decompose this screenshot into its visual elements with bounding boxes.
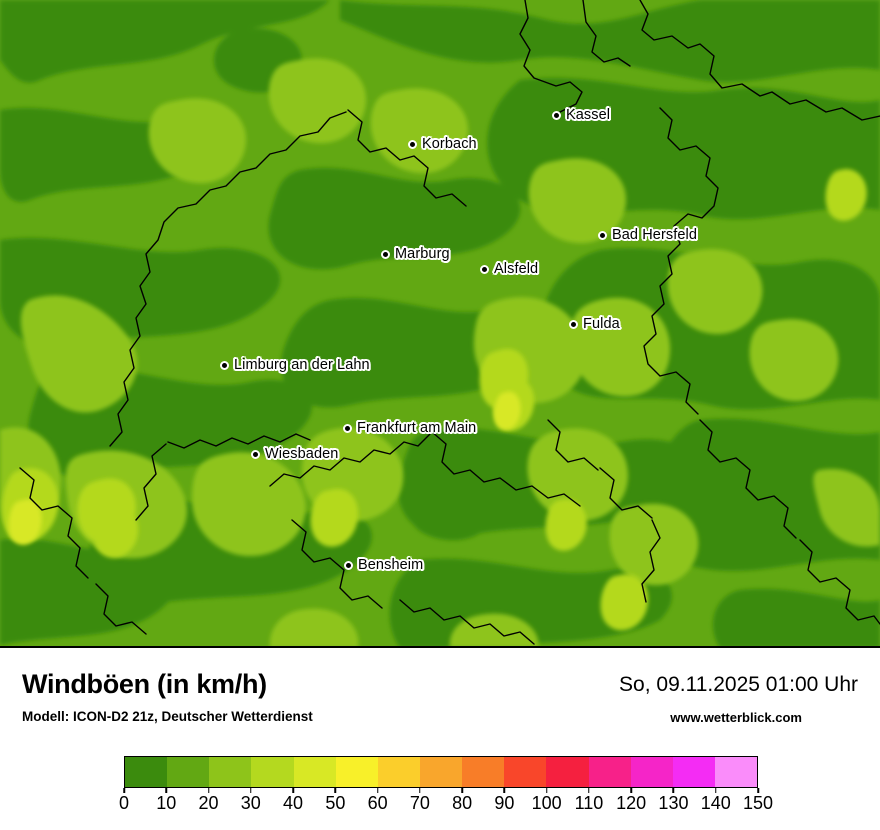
colorbar-swatch [630, 757, 673, 787]
band-30-40 [2, 169, 867, 631]
colorbar-tick-label: 50 [325, 793, 346, 813]
colorbar-tick-label: 40 [283, 793, 304, 813]
colorbar-tick-label: 100 [531, 793, 562, 813]
colorbar-swatch [335, 757, 378, 787]
band-20-30 [0, 58, 880, 646]
colorbar-swatch [714, 757, 758, 787]
legend-footer: Windböen (in km/h) Modell: ICON-D2 21z, … [0, 648, 880, 830]
colorbar-tick-label: 20 [198, 793, 219, 813]
colorbar-swatch [125, 757, 168, 787]
colorbar-swatch [377, 757, 420, 787]
colorbar-tick-mark [672, 788, 675, 793]
colorbar-tick-mark [630, 788, 632, 793]
colorbar-tick-label: 60 [367, 793, 388, 813]
colorbar-tick-label: 90 [494, 793, 515, 813]
colorbar-tick-label: 110 [574, 793, 604, 813]
colorbar-ticks: 0 10 20 30 40 50 60 70 80 90 100 110 120 130 140 150 [119, 788, 773, 818]
colorbar-tick-mark [503, 788, 506, 793]
colorbar-swatch [504, 757, 547, 787]
model-subtitle: Modell: ICON-D2 21z, Deutscher Wetterdie… [22, 709, 313, 724]
colorbar-tick-label: 10 [156, 793, 177, 813]
colorbar-tick-mark [545, 788, 548, 793]
colorbar-swatch [462, 757, 505, 787]
colorbar-swatch [419, 757, 463, 787]
valid-timestamp: So, 09.11.2025 01:00 Uhr [619, 673, 858, 696]
colorbar-tick-mark [419, 788, 421, 793]
colorbar-tick-label: 70 [409, 793, 430, 813]
colorbar-swatch [209, 757, 252, 787]
colorbar-swatch [546, 757, 589, 787]
colorbar-tick-mark [757, 788, 759, 793]
colorbar-tick-mark [123, 788, 125, 793]
colorbar-swatches [124, 756, 758, 788]
colorbar-tick-mark [714, 788, 717, 793]
colorbar-tick-label: 150 [742, 793, 774, 813]
colorbar-tick-mark [461, 788, 463, 793]
colorbar-tick-mark [588, 788, 590, 793]
colorbar-tick-mark [250, 788, 252, 793]
colorbar-tick-label: 120 [616, 793, 647, 813]
colorbar-tick-label: 140 [700, 793, 731, 813]
colorbar-swatch [167, 757, 210, 787]
band-40-50 [8, 391, 521, 545]
colorbar-tick-mark [292, 788, 294, 793]
colorbar-tick-label: 80 [452, 793, 473, 813]
colorbar-tick-label: 0 [118, 793, 130, 813]
colorbar-legend: 0 10 20 30 40 50 60 70 80 90 100 110 120 130 140 150 [119, 756, 773, 818]
colorbar-swatch [588, 757, 631, 787]
colorbar-swatch [293, 757, 336, 787]
colorbar-tick-mark [376, 788, 379, 793]
page-title: Windböen (in km/h) [22, 669, 267, 699]
colorbar-tick-mark [334, 788, 337, 793]
website-credit: www.wetterblick.com [670, 710, 802, 725]
colorbar-tick-label: 30 [240, 793, 261, 813]
colorbar-tick-mark [207, 788, 210, 793]
wind-gust-raster [0, 0, 880, 646]
colorbar-swatch [251, 757, 294, 787]
colorbar-tick-mark [165, 788, 168, 793]
colorbar-swatch [672, 757, 715, 787]
administrative-borders [19, 0, 880, 645]
colorbar-tick-label: 130 [658, 793, 689, 813]
weather-map[interactable]: Kassel Korbach Bad Hersfeld Marburg Alsf… [0, 0, 880, 648]
